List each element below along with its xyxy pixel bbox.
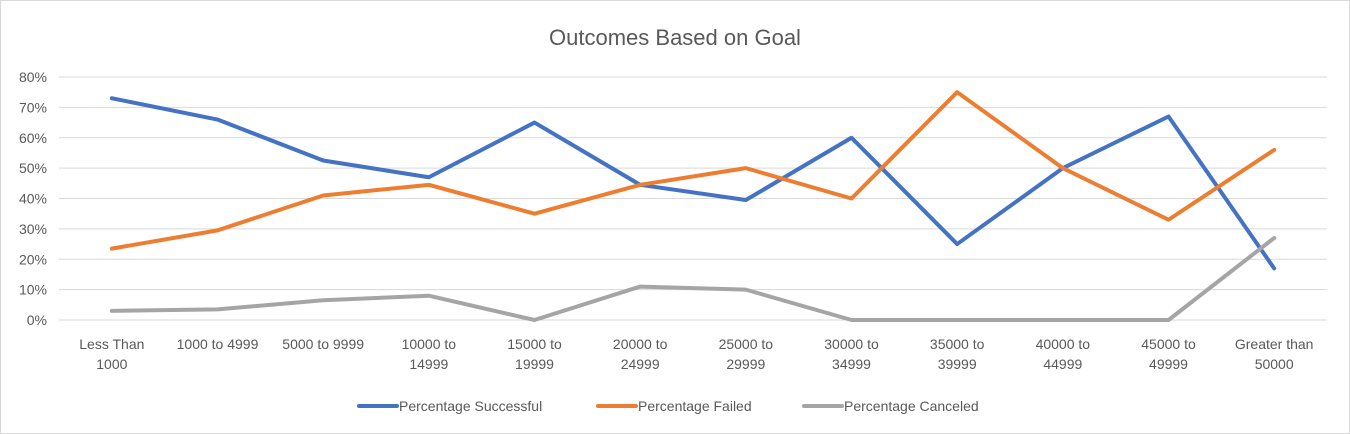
x-tick-label-line: Less Than	[79, 336, 144, 352]
x-tick-label-line: 1000	[96, 356, 127, 372]
x-tick-label: 45000 to 49999	[1141, 336, 1196, 372]
x-tick-label-line: 30000 to	[824, 336, 879, 352]
x-tick-label-line: 45000 to	[1141, 336, 1196, 352]
x-tick-label-line: 19999	[515, 356, 554, 372]
legend: Percentage Successful Percentage Failed Pe…	[357, 398, 979, 414]
x-tick-label-line: 1000 to 4999	[177, 336, 259, 352]
x-tick-label: 20000 to 24999	[613, 336, 668, 372]
y-tick-label: 20%	[19, 251, 47, 267]
y-tick-label: 0%	[27, 312, 47, 328]
y-tick-label: 40%	[19, 191, 47, 207]
y-tick-label: 10%	[19, 282, 47, 298]
x-tick-label-line: 25000 to	[719, 336, 774, 352]
x-tick-label: 25000 to 29999	[719, 336, 774, 372]
x-tick-label-line: 40000 to	[1036, 336, 1091, 352]
y-tick-label: 60%	[19, 130, 47, 146]
x-tick-label: Less Than 1000	[79, 336, 144, 372]
x-tick-label-line: 34999	[832, 356, 871, 372]
x-tick-label: 10000 to 14999	[402, 336, 457, 372]
x-tick-label-line: 20000 to	[613, 336, 668, 352]
series-line-3	[109, 235, 1277, 322]
chart-title: Outcomes Based on Goal	[549, 25, 801, 50]
x-tick-label-line: 24999	[621, 356, 660, 372]
x-tick-label-line: 35000 to	[930, 336, 985, 352]
series-line-1	[109, 96, 1277, 271]
x-tick-label-line: 49999	[1149, 356, 1188, 372]
x-tick-label-line: 10000 to	[402, 336, 457, 352]
x-tick-label: 5000 to 9999	[282, 336, 364, 352]
x-tick-label-line: 15000 to	[507, 336, 562, 352]
x-tick-label: 1000 to 4999	[177, 336, 259, 352]
x-tick-label-line: 44999	[1043, 356, 1082, 372]
x-tick-label-line: 39999	[938, 356, 977, 372]
y-tick-label: 50%	[19, 160, 47, 176]
x-tick-label: 30000 to 34999	[824, 336, 879, 372]
x-tick-label: 35000 to 39999	[930, 336, 985, 372]
y-tick-label: 70%	[19, 99, 47, 115]
y-axis-ticks: 0% 10% 20% 30% 40% 50% 60% 70% 80%	[19, 69, 47, 328]
x-axis-ticks: Less Than 1000 1000 to 4999 5000 to 9999 100…	[79, 336, 1313, 372]
x-tick-label-line: 14999	[409, 356, 448, 372]
legend-label: Percentage Successful	[399, 398, 542, 414]
series-line-2	[109, 90, 1277, 251]
x-tick-label-line: 29999	[726, 356, 765, 372]
x-tick-label-line: Greater than	[1235, 336, 1314, 352]
legend-label: Percentage Failed	[638, 398, 752, 414]
y-tick-label: 80%	[19, 69, 47, 85]
gridlines	[59, 76, 1327, 321]
series-lines	[109, 90, 1277, 322]
x-tick-label: Greater than 50000	[1235, 336, 1314, 372]
y-tick-label: 30%	[19, 221, 47, 237]
legend-label: Percentage Canceled	[844, 398, 979, 414]
x-tick-label: 40000 to 44999	[1036, 336, 1091, 372]
x-tick-label-line: 50000	[1255, 356, 1294, 372]
x-tick-label-line: 5000 to 9999	[282, 336, 364, 352]
x-tick-label: 15000 to 19999	[507, 336, 562, 372]
